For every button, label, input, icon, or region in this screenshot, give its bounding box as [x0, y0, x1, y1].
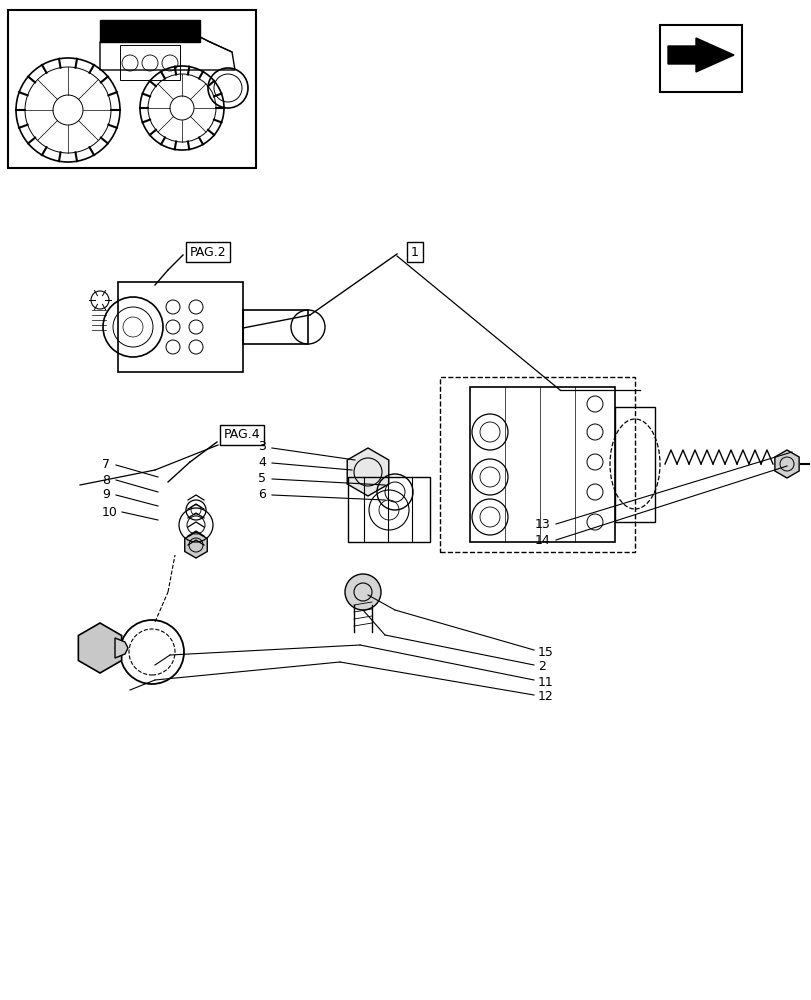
Text: 3: 3 [258, 440, 265, 452]
Text: 6: 6 [258, 488, 265, 500]
Text: 1: 1 [410, 245, 418, 258]
Text: 2: 2 [538, 660, 545, 674]
Bar [659, 25, 741, 92]
Polygon shape [347, 448, 388, 496]
Text: 8: 8 [102, 474, 109, 487]
Text: 9: 9 [102, 488, 109, 502]
Text: 4: 4 [258, 456, 265, 468]
Bar [348, 477, 430, 542]
Polygon shape [667, 38, 733, 72]
Text: 11: 11 [538, 676, 553, 688]
Text: PAG.2: PAG.2 [190, 245, 226, 258]
Text: 14: 14 [534, 534, 550, 546]
Bar [614, 407, 654, 522]
Text: PAG.4: PAG.4 [223, 428, 260, 442]
Bar [470, 387, 614, 542]
Bar [242, 310, 307, 344]
Text: 12: 12 [538, 690, 553, 704]
Text: 10: 10 [102, 506, 118, 518]
Text: 5: 5 [258, 472, 266, 485]
Bar [440, 377, 634, 552]
Text: 7: 7 [102, 458, 109, 472]
Polygon shape [774, 450, 798, 478]
Polygon shape [78, 623, 122, 673]
Text: 13: 13 [534, 518, 550, 530]
Bar [120, 45, 180, 80]
Circle shape [345, 574, 380, 610]
Bar [118, 282, 242, 372]
Bar [8, 10, 255, 168]
Bar [100, 20, 200, 42]
Polygon shape [115, 638, 128, 658]
Polygon shape [185, 532, 207, 558]
Text: 15: 15 [538, 646, 553, 658]
